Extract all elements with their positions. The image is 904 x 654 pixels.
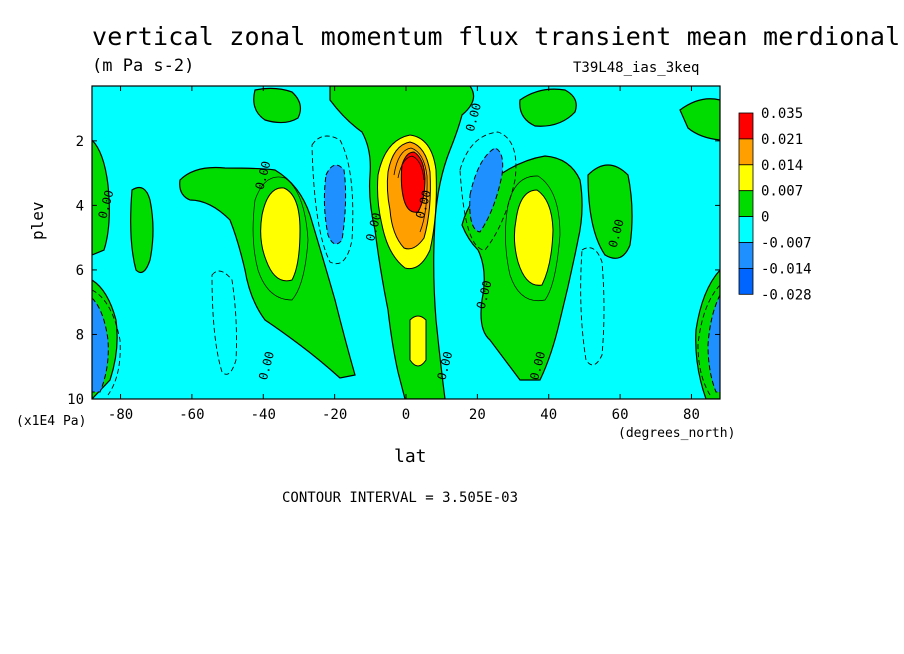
red-core	[400, 151, 426, 213]
blue-cell-pole-north	[707, 294, 720, 393]
colorbar-label: -0.007	[761, 236, 812, 252]
green-region-ne	[519, 88, 577, 127]
colorbar-label: 0.007	[761, 184, 803, 200]
colorbar-label: 0.014	[761, 158, 803, 174]
y-tick-label: 6	[76, 263, 84, 279]
x-tick-label: -20	[322, 407, 347, 423]
units-label: (m Pa s-2)	[92, 56, 195, 76]
x-tick-label: -80	[108, 407, 133, 423]
x-tick-label: 0	[402, 407, 410, 423]
colorbar: 0.035 0.021 0.014 0.007 0 -0.007 -0.014 -0.028	[738, 106, 812, 303]
yellow-cell-west	[260, 187, 301, 282]
yellow-cell-east	[513, 189, 554, 286]
x-tick-label: 40	[540, 407, 557, 423]
x-axis: -80 -60 -40 -20 0 20 40 60 80	[108, 86, 700, 423]
x-tick-label: 80	[683, 407, 700, 423]
yellow-cell-low	[409, 315, 427, 367]
x-axis-label: lat	[394, 446, 427, 467]
colorbar-label: 0.021	[761, 132, 803, 148]
blue-cell-west	[323, 164, 347, 245]
colorbar-swatch	[738, 138, 754, 166]
x-tick-label: 60	[612, 407, 629, 423]
colorbar-label: -0.014	[761, 261, 812, 277]
blue-cell-pole-south	[92, 297, 109, 393]
y-unit-note: (x1E4 Pa)	[16, 414, 87, 429]
x-tick-label: 20	[469, 407, 486, 423]
chart-title: vertical zonal momentum flux transient m…	[92, 22, 901, 51]
colorbar-swatch	[738, 112, 754, 140]
colorbar-label: -0.028	[761, 287, 812, 303]
x-tick-label: -60	[179, 407, 204, 423]
colorbar-swatch	[738, 164, 754, 192]
blue-cell-east	[469, 147, 504, 233]
x-unit-note: (degrees_north)	[618, 426, 736, 441]
y-tick-label: 2	[76, 134, 84, 150]
green-region-left-edge	[92, 139, 110, 256]
colorbar-swatch	[738, 242, 754, 269]
run-id-label: T39L48_ias_3keq	[573, 60, 700, 76]
y-tick-label: 4	[76, 198, 84, 214]
y-tick-label: 10	[67, 392, 84, 408]
contour-interval-note: CONTOUR INTERVAL = 3.505E-03	[282, 490, 519, 506]
colorbar-label: 0	[761, 210, 769, 226]
colorbar-swatch	[738, 216, 754, 243]
y-tick-label: 8	[76, 327, 84, 343]
green-region-nw	[253, 87, 302, 124]
colorbar-swatch	[738, 190, 754, 217]
filled-contours	[92, 86, 720, 399]
x-tick-label: -40	[251, 407, 276, 423]
colorbar-label: 0.035	[761, 106, 803, 122]
green-region-west	[179, 166, 356, 379]
green-region-top-right-edge	[679, 98, 720, 141]
green-region-right-strip	[587, 164, 633, 259]
y-axis: 2 4 6 8 10	[67, 134, 720, 408]
colorbar-swatch	[738, 267, 754, 295]
green-region-left-strip	[130, 187, 154, 273]
